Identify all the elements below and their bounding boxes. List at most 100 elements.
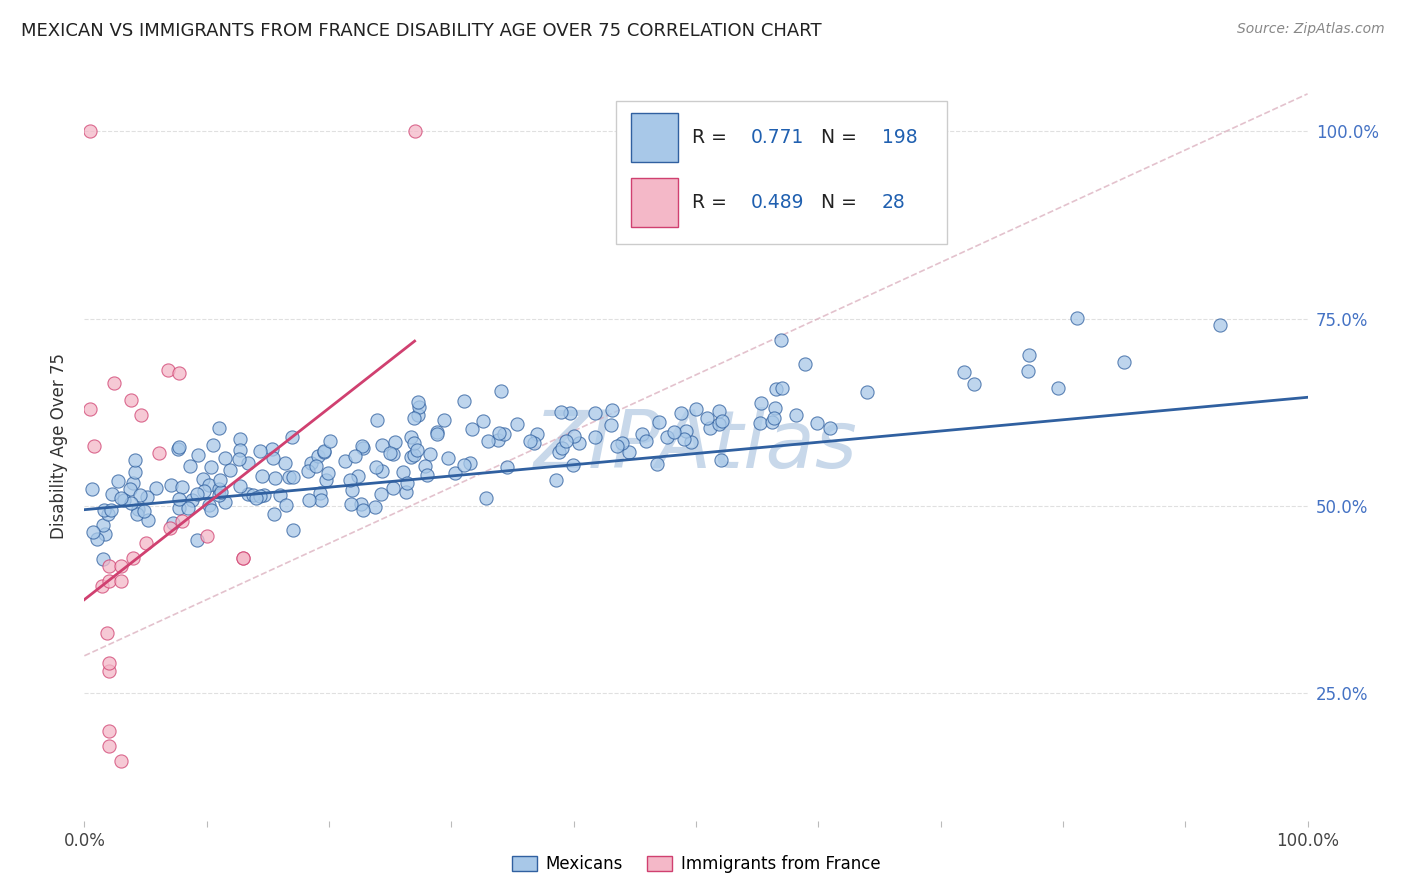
Text: MEXICAN VS IMMIGRANTS FROM FRANCE DISABILITY AGE OVER 75 CORRELATION CHART: MEXICAN VS IMMIGRANTS FROM FRANCE DISABI… bbox=[21, 22, 821, 40]
Point bbox=[186, 533, 208, 548]
Point bbox=[167, 500, 190, 515]
Point bbox=[401, 430, 423, 444]
Point bbox=[583, 407, 606, 421]
Point bbox=[107, 474, 129, 488]
Point bbox=[129, 408, 152, 422]
Point bbox=[208, 483, 231, 497]
Text: 198: 198 bbox=[882, 128, 918, 147]
Point bbox=[309, 486, 332, 500]
Point bbox=[145, 481, 167, 495]
Point bbox=[281, 430, 304, 444]
Point bbox=[167, 440, 190, 454]
Point bbox=[963, 377, 986, 392]
Point bbox=[436, 450, 458, 465]
Point bbox=[228, 479, 250, 493]
Point bbox=[148, 446, 170, 460]
Point bbox=[391, 466, 413, 480]
Point bbox=[599, 418, 621, 433]
Point bbox=[460, 422, 482, 436]
Point bbox=[366, 459, 388, 474]
Point bbox=[162, 516, 184, 530]
Point bbox=[93, 526, 115, 541]
Point bbox=[770, 381, 793, 395]
Point bbox=[600, 402, 623, 417]
Point bbox=[793, 358, 815, 372]
Point bbox=[202, 438, 225, 452]
Point bbox=[177, 500, 200, 515]
Point bbox=[648, 415, 671, 429]
Point bbox=[229, 433, 252, 447]
Point bbox=[135, 490, 157, 504]
Point bbox=[1209, 318, 1232, 333]
Point bbox=[79, 401, 101, 416]
Point bbox=[761, 415, 783, 429]
Point bbox=[249, 489, 271, 503]
Point bbox=[262, 451, 284, 466]
Point bbox=[281, 523, 304, 537]
Point bbox=[110, 754, 132, 768]
Point bbox=[523, 435, 546, 450]
Point bbox=[415, 467, 437, 482]
Point bbox=[316, 467, 339, 481]
Point bbox=[263, 507, 285, 521]
Point bbox=[526, 427, 548, 442]
Point bbox=[673, 432, 696, 446]
Point bbox=[276, 498, 298, 512]
Point bbox=[297, 464, 319, 478]
Point bbox=[124, 453, 146, 467]
Point bbox=[91, 551, 114, 566]
Point bbox=[350, 497, 373, 511]
Point bbox=[685, 401, 707, 416]
Point bbox=[342, 483, 364, 497]
Y-axis label: Disability Age Over 75: Disability Age Over 75 bbox=[51, 353, 69, 539]
Point bbox=[413, 458, 436, 473]
Text: R =: R = bbox=[692, 128, 733, 147]
Point bbox=[763, 401, 786, 416]
Point bbox=[489, 384, 512, 398]
Point bbox=[193, 483, 215, 498]
Point bbox=[278, 470, 301, 484]
Point bbox=[636, 434, 658, 448]
Text: ZIPAtlas: ZIPAtlas bbox=[534, 407, 858, 485]
Point bbox=[269, 488, 291, 502]
Point bbox=[97, 558, 120, 573]
Point bbox=[472, 414, 495, 428]
Text: N =: N = bbox=[821, 193, 863, 212]
Point bbox=[93, 503, 115, 517]
Point bbox=[236, 486, 259, 500]
Point bbox=[707, 417, 730, 431]
Point bbox=[506, 417, 529, 431]
Point bbox=[179, 459, 201, 474]
Point bbox=[495, 460, 517, 475]
Point bbox=[488, 426, 510, 441]
Point bbox=[181, 493, 204, 508]
Point bbox=[263, 471, 285, 485]
Point bbox=[120, 495, 142, 509]
Point bbox=[631, 426, 654, 441]
Point bbox=[408, 400, 430, 414]
Point bbox=[122, 476, 145, 491]
Point bbox=[340, 497, 363, 511]
Point bbox=[191, 472, 214, 486]
Point bbox=[97, 507, 120, 521]
Point bbox=[314, 445, 336, 459]
Point bbox=[167, 491, 190, 506]
Point bbox=[647, 457, 669, 471]
Point bbox=[82, 483, 104, 497]
Point bbox=[404, 410, 426, 425]
Point bbox=[818, 420, 841, 434]
Text: N =: N = bbox=[821, 128, 863, 147]
Point bbox=[232, 551, 254, 566]
Point bbox=[208, 473, 231, 487]
Point bbox=[404, 124, 426, 138]
Point bbox=[160, 478, 183, 492]
Point bbox=[214, 451, 236, 466]
Point bbox=[619, 444, 641, 458]
Point bbox=[335, 453, 357, 467]
Point bbox=[696, 411, 718, 425]
Point bbox=[274, 456, 297, 470]
Point bbox=[166, 442, 188, 457]
Point bbox=[806, 416, 828, 430]
Point bbox=[299, 456, 322, 470]
Point bbox=[1066, 310, 1088, 325]
